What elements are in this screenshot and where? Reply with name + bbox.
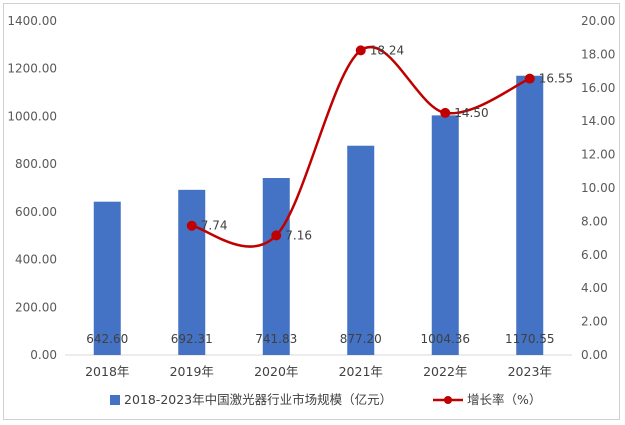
bar (93, 201, 121, 355)
bar-value-label: 642.60 (86, 332, 128, 346)
left-tick-label: 800.00 (15, 157, 57, 171)
bar-value-label: 1004.36 (420, 332, 470, 346)
right-tick-label: 18.00 (581, 47, 615, 61)
growth-point (271, 230, 282, 241)
bar (347, 145, 375, 355)
bar-series (93, 75, 544, 356)
growth-value-label: 7.74 (201, 219, 228, 233)
x-axis-ticks: 2018年 2019年 2020年 2021年 2022年 2023年 (85, 364, 552, 379)
left-axis-ticks: 0.00 200.00 400.00 600.00 800.00 1000.00 1200.… (7, 14, 57, 362)
legend-line-label: 增长率（%） (467, 392, 541, 407)
growth-value-label: 7.16 (285, 228, 312, 242)
growth-value-label: 16.55 (539, 72, 573, 86)
legend-bar-swatch (110, 395, 120, 405)
legend: 2018-2023年中国激光器行业市场规模（亿元） 增长率（%） (110, 392, 541, 407)
right-tick-label: 2.00 (581, 315, 608, 329)
left-tick-label: 600.00 (15, 205, 57, 219)
left-tick-label: 200.00 (15, 300, 57, 314)
bar-value-label: 877.20 (340, 332, 382, 346)
growth-point (440, 107, 451, 118)
left-tick-label: 0.00 (30, 348, 57, 362)
right-tick-label: 20.00 (581, 14, 615, 28)
growth-value-label: 18.24 (370, 43, 404, 57)
x-tick-label: 2021年 (339, 364, 383, 379)
legend-bar-label: 2018-2023年中国激光器行业市场规模（亿元） (124, 392, 392, 407)
bar (178, 189, 206, 355)
growth-point (524, 73, 535, 84)
growth-point (355, 45, 366, 56)
right-tick-label: 14.00 (581, 114, 615, 128)
line-series (186, 45, 535, 248)
line-data-labels: 7.74 7.16 18.24 14.50 16.55 (201, 43, 573, 242)
x-tick-label: 2020年 (254, 364, 298, 379)
left-tick-label: 1400.00 (7, 14, 57, 28)
bar-data-labels: 642.60 692.31 741.83 877.20 1004.36 1170.55 (86, 332, 554, 346)
bar (262, 178, 290, 355)
bar (431, 115, 459, 355)
bar (516, 75, 544, 356)
right-tick-label: 10.00 (581, 181, 615, 195)
x-tick-label: 2019年 (170, 364, 214, 379)
x-tick-label: 2023年 (508, 364, 552, 379)
bar-value-label: 1170.55 (505, 332, 555, 346)
bar-value-label: 692.31 (171, 332, 213, 346)
right-axis-ticks: 0.00 2.00 4.00 6.00 8.00 10.00 12.00 14.00 16.00… (581, 14, 615, 362)
growth-value-label: 14.50 (454, 106, 488, 120)
x-tick-label: 2022年 (423, 364, 467, 379)
left-tick-label: 1200.00 (7, 62, 57, 76)
growth-point (186, 220, 197, 231)
bar-value-label: 741.83 (255, 332, 297, 346)
x-tick-label: 2018年 (85, 364, 129, 379)
right-tick-label: 0.00 (581, 348, 608, 362)
right-tick-label: 4.00 (581, 281, 608, 295)
right-tick-label: 12.00 (581, 148, 615, 162)
left-tick-label: 1000.00 (7, 109, 57, 123)
left-tick-label: 400.00 (15, 253, 57, 267)
right-tick-label: 16.00 (581, 81, 615, 95)
legend-line-marker (444, 396, 452, 404)
right-tick-label: 8.00 (581, 214, 608, 228)
right-tick-label: 6.00 (581, 248, 608, 262)
